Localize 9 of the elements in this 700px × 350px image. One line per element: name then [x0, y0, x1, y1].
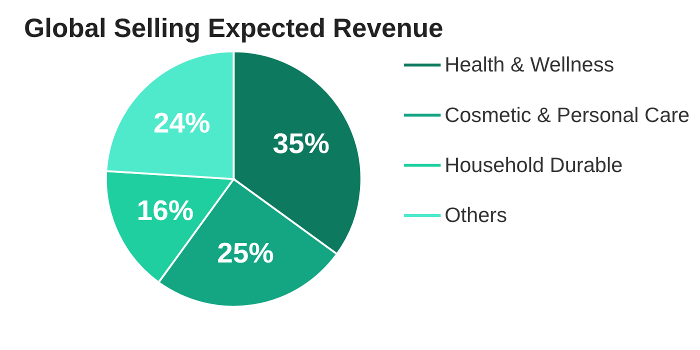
chart-title: Global Selling Expected Revenue [24, 13, 444, 44]
data-label: 24% [153, 107, 210, 140]
data-label: 35% [272, 128, 330, 160]
data-label: 25% [217, 237, 274, 270]
legend-label: Others [444, 204, 508, 228]
data-label: 16% [136, 194, 194, 227]
legend-label: Cosmetic & Personal Care [444, 104, 690, 127]
legend-label: Health & Wellness [444, 54, 614, 77]
legend-label: Household Durable [444, 154, 623, 177]
